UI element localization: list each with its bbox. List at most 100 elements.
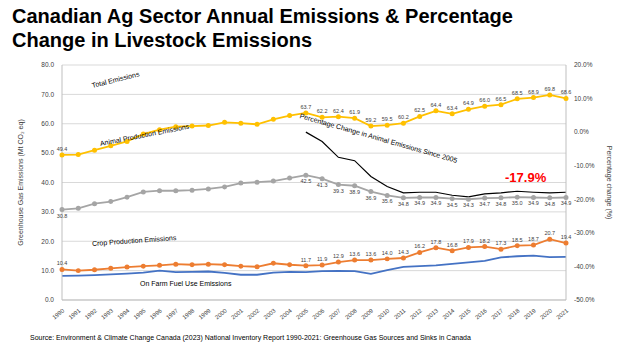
svg-text:63.4: 63.4 — [447, 105, 458, 111]
svg-text:35.0: 35.0 — [512, 200, 523, 206]
svg-text:1997: 1997 — [165, 307, 180, 321]
svg-text:17.8: 17.8 — [431, 239, 442, 245]
svg-text:18.7: 18.7 — [528, 236, 539, 242]
svg-text:-20.0%: -20.0% — [574, 196, 595, 203]
svg-text:10.0: 10.0 — [41, 267, 54, 274]
svg-text:62.5: 62.5 — [414, 107, 425, 113]
svg-text:1993: 1993 — [100, 307, 115, 321]
svg-text:41.3: 41.3 — [317, 182, 328, 188]
svg-text:42.5: 42.5 — [301, 178, 312, 184]
svg-text:1994: 1994 — [116, 307, 131, 321]
svg-text:69.8: 69.8 — [544, 86, 555, 92]
svg-text:2012: 2012 — [409, 307, 424, 321]
svg-text:35.6: 35.6 — [382, 198, 393, 204]
svg-text:40.0: 40.0 — [41, 179, 54, 186]
svg-text:2003: 2003 — [263, 307, 278, 321]
svg-text:30.0: 30.0 — [41, 208, 54, 215]
svg-text:39.3: 39.3 — [333, 188, 344, 194]
svg-text:1992: 1992 — [84, 307, 99, 321]
svg-text:10.4: 10.4 — [57, 260, 68, 266]
svg-text:68.6: 68.6 — [561, 89, 572, 95]
svg-text:2020: 2020 — [539, 307, 554, 321]
svg-text:60.2: 60.2 — [398, 114, 409, 120]
svg-text:2009: 2009 — [360, 307, 375, 321]
svg-text:13.6: 13.6 — [366, 251, 377, 257]
svg-text:2019: 2019 — [523, 307, 538, 321]
svg-text:2011: 2011 — [393, 307, 407, 320]
svg-text:59.5: 59.5 — [382, 116, 393, 122]
svg-text:2014: 2014 — [441, 307, 456, 321]
svg-text:16.8: 16.8 — [447, 242, 458, 248]
svg-text:66.0: 66.0 — [479, 97, 490, 103]
svg-text:34.8: 34.8 — [398, 201, 409, 207]
svg-text:2013: 2013 — [425, 307, 440, 321]
svg-text:36.9: 36.9 — [366, 195, 377, 201]
svg-text:20.0: 20.0 — [41, 238, 54, 245]
svg-text:17.3: 17.3 — [496, 240, 507, 246]
svg-text:63.7: 63.7 — [301, 104, 312, 110]
svg-text:1995: 1995 — [133, 307, 148, 321]
svg-text:34.3: 34.3 — [463, 202, 474, 208]
svg-text:2001: 2001 — [230, 307, 245, 321]
svg-text:2017: 2017 — [490, 307, 505, 321]
svg-text:30.8: 30.8 — [57, 213, 68, 219]
svg-text:13.6: 13.6 — [349, 251, 360, 257]
svg-text:34.8: 34.8 — [496, 201, 507, 207]
svg-text:19.4: 19.4 — [561, 234, 572, 240]
svg-text:59.2: 59.2 — [366, 117, 377, 123]
svg-text:17.9: 17.9 — [463, 238, 474, 244]
svg-text:2018: 2018 — [507, 307, 522, 321]
svg-text:64.9: 64.9 — [463, 100, 474, 106]
svg-text:14.0: 14.0 — [382, 250, 393, 256]
svg-text:2002: 2002 — [246, 307, 261, 321]
svg-text:20.0%: 20.0% — [574, 61, 593, 68]
svg-text:34.9: 34.9 — [414, 200, 425, 206]
svg-text:2015: 2015 — [458, 307, 473, 321]
svg-text:Percentage change (%): Percentage change (%) — [605, 146, 613, 220]
svg-text:10.0%: 10.0% — [574, 95, 593, 102]
svg-text:2006: 2006 — [311, 307, 326, 321]
svg-text:2016: 2016 — [474, 307, 489, 321]
svg-text:62.4: 62.4 — [333, 108, 344, 114]
svg-text:60.0: 60.0 — [41, 120, 54, 127]
svg-text:34.7: 34.7 — [479, 201, 490, 207]
svg-text:-30.0%: -30.0% — [574, 229, 595, 236]
svg-text:61.9: 61.9 — [349, 109, 360, 115]
svg-text:1998: 1998 — [181, 307, 196, 321]
svg-text:12.9: 12.9 — [333, 253, 344, 259]
svg-text:16.2: 16.2 — [414, 243, 425, 249]
svg-text:68.9: 68.9 — [528, 89, 539, 95]
svg-text:2010: 2010 — [376, 307, 391, 321]
svg-text:1991: 1991 — [68, 307, 83, 321]
svg-text:0.0: 0.0 — [45, 296, 54, 303]
svg-text:70.0: 70.0 — [41, 91, 54, 98]
svg-text:62.2: 62.2 — [317, 108, 328, 114]
svg-text:1990: 1990 — [51, 307, 66, 321]
svg-text:2000: 2000 — [214, 307, 229, 321]
svg-text:34.9: 34.9 — [528, 200, 539, 206]
svg-text:Greenhouse Gas Emissions (Mt C: Greenhouse Gas Emissions (Mt CO₂ eq) — [17, 119, 25, 245]
svg-text:1999: 1999 — [198, 307, 213, 321]
svg-text:11.7: 11.7 — [301, 257, 311, 263]
svg-text:68.5: 68.5 — [512, 90, 523, 96]
svg-text:2004: 2004 — [279, 307, 294, 321]
svg-text:34.9: 34.9 — [561, 200, 572, 206]
svg-text:34.9: 34.9 — [431, 200, 442, 206]
svg-text:2007: 2007 — [328, 307, 343, 321]
svg-text:-40.0%: -40.0% — [574, 263, 595, 270]
svg-text:64.4: 64.4 — [431, 102, 442, 108]
svg-text:0.0%: 0.0% — [574, 128, 589, 135]
svg-text:80.0: 80.0 — [41, 61, 54, 68]
svg-text:18.2: 18.2 — [479, 238, 490, 244]
svg-text:-50.0%: -50.0% — [574, 296, 595, 303]
svg-text:50.0: 50.0 — [41, 149, 54, 156]
svg-text:49.4: 49.4 — [57, 146, 68, 152]
svg-text:-10.0%: -10.0% — [574, 162, 595, 169]
svg-text:2005: 2005 — [295, 307, 310, 321]
svg-text:1996: 1996 — [149, 307, 164, 321]
svg-text:18.5: 18.5 — [512, 237, 523, 243]
svg-text:34.5: 34.5 — [447, 202, 458, 208]
svg-text:2021: 2021 — [555, 307, 570, 321]
svg-text:14.3: 14.3 — [398, 249, 409, 255]
svg-text:11.9: 11.9 — [317, 256, 327, 262]
